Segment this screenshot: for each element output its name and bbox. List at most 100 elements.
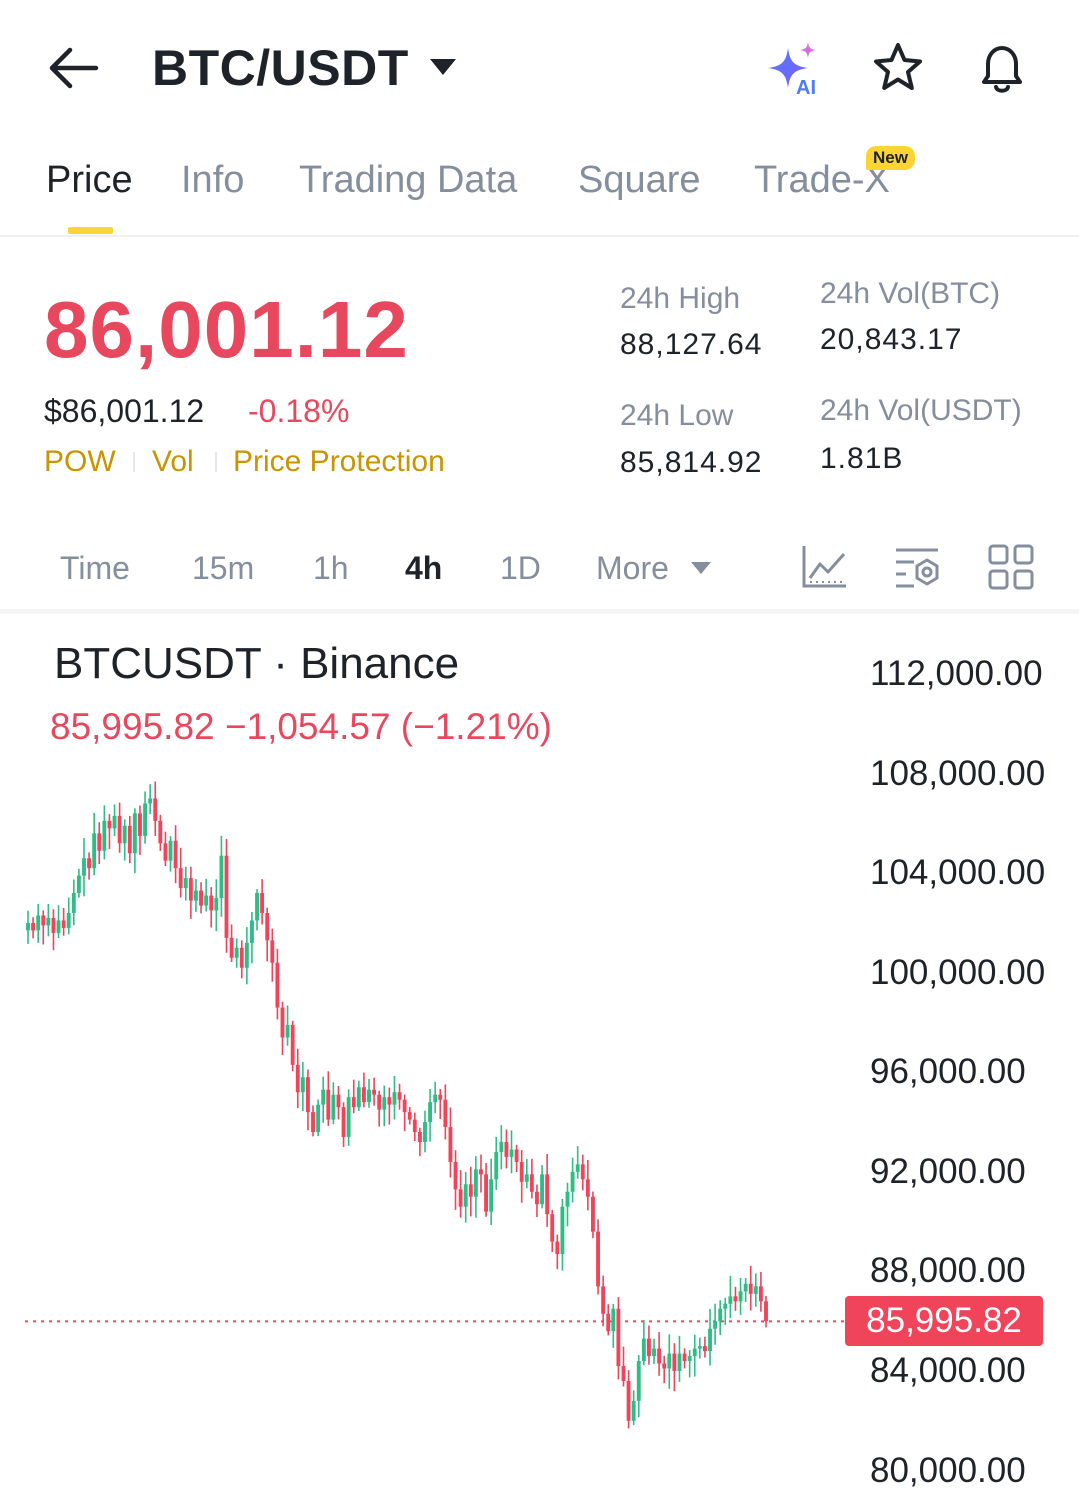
stat-24h-vol-usdt-label: 24h Vol(USDT) (820, 394, 1022, 427)
candle-down (107, 820, 112, 829)
stat-24h-vol-usdt-value: 1.81B (820, 442, 904, 475)
more-caret-icon[interactable] (690, 560, 712, 581)
tab-info[interactable]: Info (181, 159, 245, 201)
candle-up (652, 1348, 656, 1357)
candle-down (275, 962, 280, 1008)
tag-vol[interactable]: Vol (152, 445, 194, 478)
candle-up (473, 1169, 478, 1197)
candle-down (311, 1112, 315, 1133)
candle-down (138, 813, 142, 836)
grid-layout-icon[interactable] (986, 542, 1036, 592)
candle-up (708, 1328, 712, 1352)
candle-down (484, 1174, 489, 1212)
candle-up (489, 1179, 494, 1212)
candle-up (194, 890, 198, 901)
tab-trading-data[interactable]: Trading Data (299, 159, 518, 201)
candle-up (367, 1089, 371, 1103)
interval-time[interactable]: Time (60, 550, 130, 586)
candle-up (509, 1149, 514, 1157)
candle-up (575, 1164, 580, 1172)
candle-up (728, 1296, 733, 1304)
candle-up (331, 1094, 336, 1120)
pair-dropdown-caret-icon[interactable] (428, 56, 458, 83)
y-axis-tick-label: 80,000.00 (870, 1450, 1026, 1490)
bell-icon[interactable] (972, 38, 1032, 98)
interval-1d[interactable]: 1D (500, 550, 541, 586)
candle-down (260, 893, 265, 913)
candle-up (346, 1097, 351, 1138)
candle-down (468, 1184, 473, 1197)
interval-more[interactable]: More (596, 550, 669, 586)
candle-down (601, 1286, 606, 1314)
y-axis-tick-label: 112,000.00 (870, 654, 1043, 693)
candle-down (239, 947, 244, 968)
ai-sparkle-icon[interactable]: AI (762, 40, 826, 99)
chart-title: BTCUSDT · Binance (54, 639, 460, 688)
candle-up (183, 878, 188, 889)
candle-down (458, 1189, 463, 1207)
y-axis-tick-label: 88,000.00 (870, 1251, 1026, 1291)
tab-square[interactable]: Square (578, 159, 701, 201)
candle-up (753, 1286, 758, 1294)
tag-price-protection[interactable]: Price Protection (233, 445, 445, 478)
candle-up (321, 1089, 326, 1105)
candle-up (56, 920, 61, 933)
candle-down (443, 1099, 448, 1128)
candle-down (351, 1097, 356, 1108)
candle-up (611, 1308, 616, 1332)
candle-up (71, 893, 76, 913)
candle-up (392, 1092, 397, 1105)
candle-down (621, 1366, 626, 1381)
indicator-settings-icon[interactable] (892, 542, 942, 592)
candle-down (514, 1149, 519, 1162)
tag-pow[interactable]: POW (44, 445, 116, 478)
favorite-star-icon[interactable] (868, 40, 928, 96)
candle-down (585, 1179, 590, 1197)
line-chart-icon[interactable] (800, 542, 850, 592)
candle-down (326, 1089, 331, 1120)
candle-up (255, 893, 259, 921)
interval-15m[interactable]: 15m (192, 550, 255, 586)
candle-down (372, 1089, 377, 1095)
tab-price[interactable]: Price (46, 159, 133, 201)
candle-up (738, 1291, 743, 1302)
candle-down (606, 1313, 611, 1332)
candle-down (158, 820, 163, 844)
stat-24h-low-value: 85,814.92 (620, 446, 763, 479)
tag-separator (133, 452, 135, 472)
candle-down (397, 1092, 402, 1100)
candle-up (636, 1361, 641, 1401)
candle-up (667, 1353, 672, 1369)
candle-up (697, 1346, 702, 1349)
candle-down (448, 1127, 453, 1162)
candle-down (153, 798, 158, 821)
back-arrow-icon[interactable] (44, 40, 104, 96)
candle-down (453, 1161, 458, 1190)
candle-up (214, 898, 219, 911)
candle-down (591, 1196, 595, 1232)
candle-down (417, 1132, 422, 1142)
candle-up (463, 1184, 468, 1207)
candle-down (41, 915, 46, 926)
candle-up (565, 1191, 570, 1207)
candlestick-chart[interactable] (0, 614, 850, 1502)
candle-up (250, 920, 254, 943)
candle-down (545, 1174, 550, 1215)
interval-bar-divider (0, 609, 1079, 614)
candle-down (529, 1174, 534, 1192)
candle-down (117, 815, 122, 844)
candle-down (555, 1241, 560, 1255)
candle-down (229, 937, 234, 958)
candle-down (626, 1380, 631, 1421)
interval-1h[interactable]: 1h (313, 550, 349, 586)
candle-up (204, 895, 209, 906)
pair-title[interactable]: BTC/USDT (152, 40, 409, 96)
candle-up (300, 1077, 305, 1093)
candle-down (438, 1094, 443, 1100)
candle-up (122, 825, 127, 844)
candle-down (163, 843, 168, 861)
candle-up (76, 875, 81, 894)
candle-up (244, 942, 249, 968)
candle-up (428, 1102, 433, 1123)
interval-4h[interactable]: 4h (405, 550, 443, 586)
